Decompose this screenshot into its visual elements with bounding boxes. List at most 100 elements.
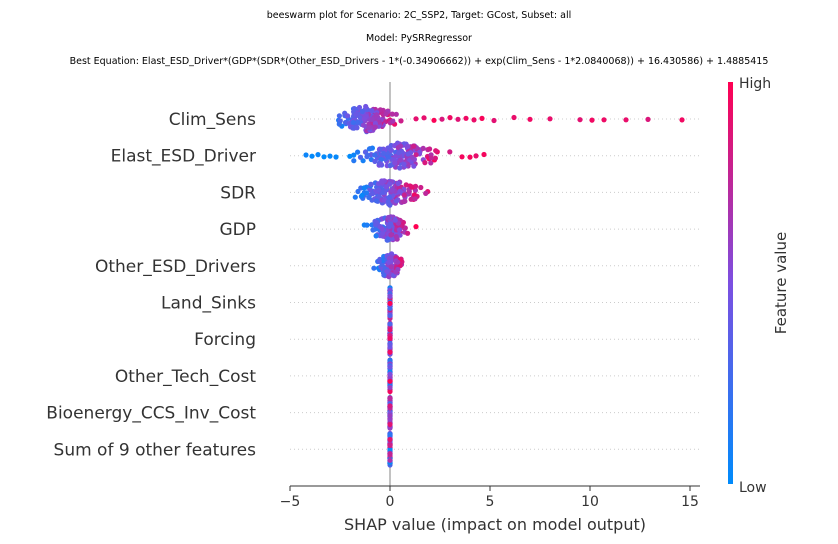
shap-point: [396, 227, 403, 233]
shap-point: [409, 154, 415, 160]
chart-title-line-2: Model: PySRRegressor: [366, 33, 472, 44]
shap-point: [428, 155, 434, 161]
shap-point: [389, 111, 395, 117]
shap-point: [392, 217, 398, 223]
shap-point: [547, 116, 553, 122]
shap-point: [471, 117, 477, 123]
shap-point: [347, 153, 353, 159]
shap-point: [354, 125, 360, 131]
shap-point: [396, 150, 402, 156]
shap-point: [577, 117, 583, 123]
shap-point: [398, 118, 404, 124]
shap-point: [393, 269, 399, 275]
shap-point: [511, 114, 517, 121]
shap-point: [481, 151, 487, 158]
shap-point: [387, 442, 393, 449]
shap-point: [388, 147, 394, 153]
shap-point: [387, 371, 393, 377]
shap-point: [366, 194, 372, 200]
shap-point: [412, 196, 418, 202]
shap-point: [387, 305, 393, 311]
shap-point: [387, 349, 393, 355]
shap-point: [413, 183, 419, 189]
chart-title-line-1: beeswarm plot for Scenario: 2C_SSP2, Tar…: [266, 10, 572, 21]
shap-point: [336, 113, 342, 119]
shap-point: [350, 119, 356, 126]
shap-point: [372, 158, 378, 164]
shap-point: [386, 255, 392, 261]
shap-point: [385, 199, 391, 205]
shap-point: [393, 111, 399, 117]
shap-point: [397, 232, 403, 238]
feature-label: Clim_Sens: [169, 110, 256, 130]
feature-label: SDR: [220, 183, 256, 203]
shap-point: [355, 149, 361, 155]
shap-point: [413, 224, 419, 230]
shap-point: [376, 258, 382, 264]
shap-point: [420, 145, 426, 151]
shap-point: [359, 108, 365, 115]
shap-point: [379, 178, 385, 184]
shap-point: [361, 185, 367, 191]
shap-point: [395, 180, 401, 186]
shap-point: [385, 214, 391, 221]
colorbar: High Low Feature value: [728, 76, 790, 496]
colorbar-low-label: Low: [739, 480, 767, 496]
shap-point: [397, 157, 403, 163]
shap-point: [360, 122, 367, 128]
shap-point: [479, 115, 485, 121]
shap-point: [370, 227, 376, 233]
shap-point: [309, 153, 315, 159]
shap-point: [372, 124, 378, 130]
shap-point: [403, 182, 409, 188]
shap-point: [411, 192, 417, 198]
shap-point: [380, 230, 386, 236]
shap-point: [401, 192, 407, 198]
shap-point: [370, 191, 376, 197]
shap-point: [393, 234, 399, 240]
shap-point: [366, 146, 373, 152]
shap-point: [365, 152, 371, 158]
shap-point: [433, 148, 439, 154]
shap-dots: [303, 103, 685, 468]
shap-point: [387, 403, 393, 409]
shap-point: [589, 117, 595, 123]
shap-point: [387, 321, 393, 327]
shap-point: [463, 115, 469, 121]
shap-point: [387, 451, 393, 457]
feature-label: Forcing: [194, 330, 256, 350]
shap-point: [353, 111, 359, 117]
shap-point: [428, 160, 434, 166]
shap-point: [402, 198, 408, 204]
shap-point: [393, 153, 399, 159]
shap-point: [405, 151, 411, 157]
shap-point: [387, 446, 393, 452]
shap-point: [387, 412, 393, 419]
shap-point: [369, 222, 375, 228]
shap-point: [342, 119, 349, 126]
shap-point: [390, 118, 396, 124]
shap-point: [395, 259, 401, 265]
shap-point: [321, 154, 327, 160]
shap-point: [376, 119, 382, 125]
shap-point: [369, 116, 375, 122]
shap-point: [387, 384, 393, 390]
feature-label: Other_ESD_Drivers: [95, 257, 256, 277]
shap-point: [374, 220, 380, 226]
shap-point: [388, 221, 394, 227]
shap-point: [345, 113, 351, 119]
shap-point: [387, 457, 393, 463]
shap-point: [369, 108, 375, 114]
shap-point: [336, 121, 342, 127]
chart-title-line-3: Best Equation: Elast_ESD_Driver*(GDP*(SD…: [69, 56, 769, 67]
shap-point: [423, 190, 429, 196]
shap-point: [359, 192, 365, 198]
feature-label: GDP: [219, 220, 256, 240]
colorbar-title: Feature value: [772, 232, 790, 334]
shap-point: [601, 117, 607, 123]
feature-label: Land_Sinks: [161, 294, 256, 314]
shap-point: [373, 198, 379, 204]
shap-point: [467, 154, 473, 160]
shap-point: [380, 150, 387, 156]
shap-point: [355, 119, 361, 125]
